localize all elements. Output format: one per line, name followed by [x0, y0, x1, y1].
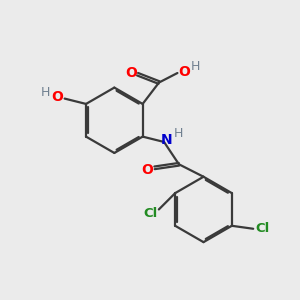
Text: H: H [40, 85, 50, 98]
Text: Cl: Cl [143, 206, 158, 220]
Text: N: N [160, 134, 172, 148]
Text: H: H [191, 60, 200, 73]
Text: Cl: Cl [256, 222, 270, 235]
Text: H: H [174, 127, 184, 140]
Text: O: O [125, 66, 137, 80]
Text: O: O [141, 163, 153, 177]
Text: O: O [178, 65, 190, 80]
Text: O: O [51, 90, 63, 104]
